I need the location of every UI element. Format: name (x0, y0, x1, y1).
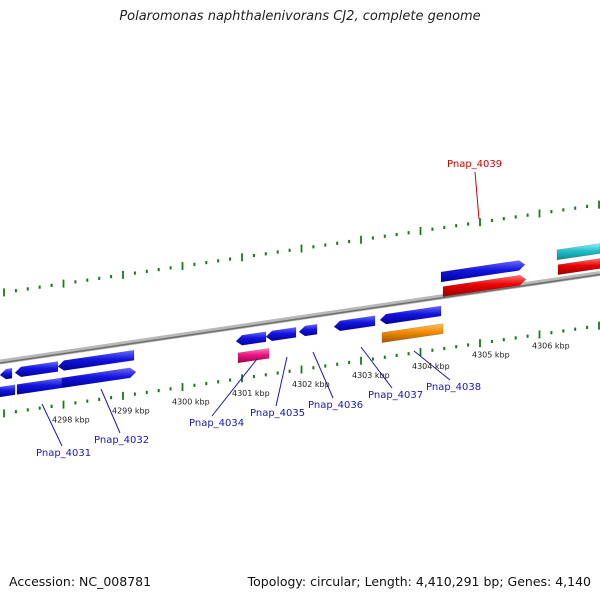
gene-leader-line (413, 350, 451, 381)
cds-pnap-4036 (298, 323, 318, 337)
gene-leader-line (474, 171, 480, 220)
gene-leader-line (312, 351, 334, 399)
scale-label: 4298 kbp (52, 415, 90, 424)
scale-label: 4299 kbp (112, 406, 150, 415)
scale-label: 4306 kbp (532, 342, 570, 351)
scale-label: 4304 kbp (412, 362, 450, 371)
cds-pnap-4031 (14, 361, 59, 378)
gene-leader-line (275, 356, 288, 407)
gene-label: Pnap_4031 (36, 448, 91, 459)
gene-label: Pnap_4037 (368, 390, 423, 401)
gene-label: Pnap_4032 (94, 435, 149, 446)
gene-label: Pnap_4036 (308, 400, 363, 411)
gene-label: Pnap_4038 (426, 382, 481, 393)
cds-pnap-4038 (379, 305, 442, 325)
backbone (0, 271, 600, 365)
gene-leader-line (360, 346, 393, 389)
cds-lower-a (16, 377, 63, 395)
scale-label: 4303 kbp (352, 371, 390, 380)
cds-lower-b (61, 367, 137, 389)
cds-pnap-4039 (440, 260, 526, 283)
cds-edge-left (0, 367, 13, 380)
red-feature (557, 258, 600, 275)
red-feature-4039 (442, 275, 527, 297)
gene-label: Pnap_4039 (447, 159, 502, 170)
gene-leader-line (100, 388, 121, 434)
topology-text: Topology: circular; Length: 4,410,291 bp… (247, 574, 591, 589)
gene-leader-line (41, 403, 63, 447)
scale-label: 4302 kbp (292, 380, 330, 389)
cyan-feature (556, 243, 600, 261)
scale-label: 4301 kbp (232, 389, 270, 398)
cds-pnap-4032 (57, 349, 135, 371)
cds-lower-edge (0, 384, 16, 398)
gene-leader-line (211, 358, 258, 417)
accession-text: Accession: NC_008781 (9, 574, 152, 589)
scale-label: 4305 kbp (472, 350, 510, 359)
cds-pnap-4037 (333, 315, 376, 332)
pink-feature (237, 348, 270, 364)
scale-label: 4300 kbp (172, 398, 210, 407)
gene-label: Pnap_4034 (189, 418, 244, 429)
orange-feature (381, 323, 444, 343)
gene-label: Pnap_4035 (250, 408, 305, 419)
backbone-shadow (0, 273, 600, 364)
cds-pnap-4035 (265, 327, 297, 342)
genome-title: Polaromonas naphthalenivorans CJ2, compl… (119, 9, 481, 24)
cds-pnap-4034 (235, 331, 267, 346)
